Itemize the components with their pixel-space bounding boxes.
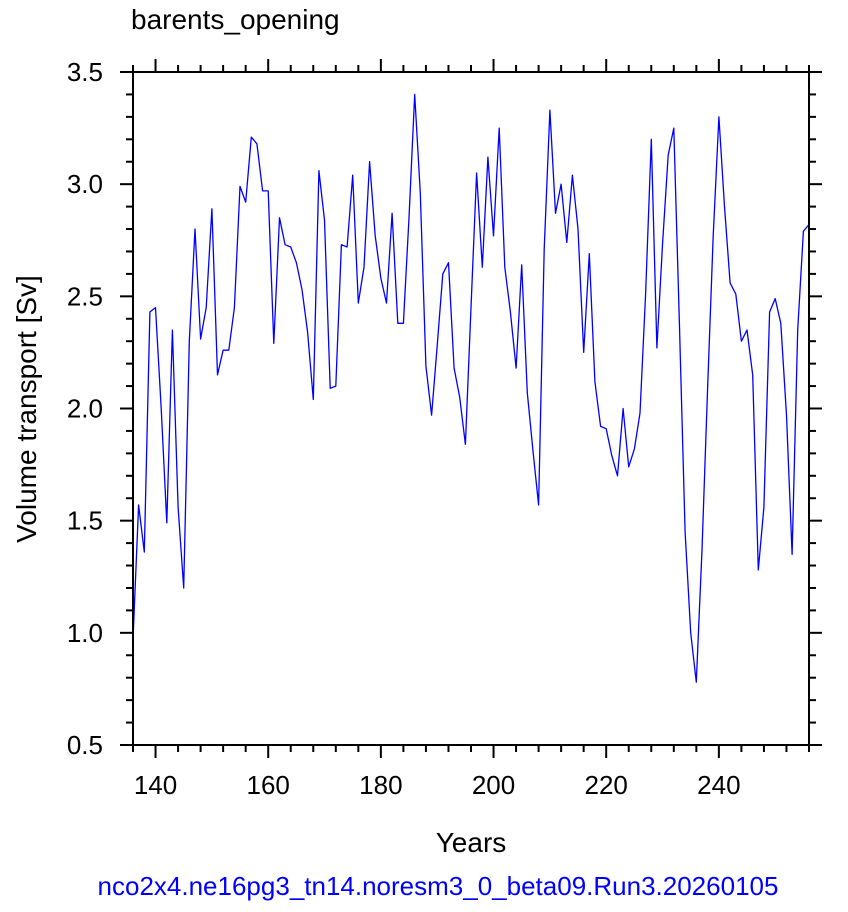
run-caption: nco2x4.ne16pg3_tn14.noresm3_0_beta09.Run…: [98, 871, 779, 901]
y-tick-label: 1.0: [67, 618, 103, 648]
x-tick-label: 160: [247, 770, 290, 800]
axis-ticks: [120, 59, 822, 758]
x-tick-label: 240: [697, 770, 740, 800]
x-tick-label: 140: [134, 770, 177, 800]
y-tick-label: 2.0: [67, 394, 103, 424]
tick-labels: 140 160 180 200 220 240 0.5 1.0 1.5 2.0 2.5 3.0 3.5: [67, 57, 741, 800]
x-tick-label: 220: [585, 770, 628, 800]
x-axis-label: Years: [436, 827, 507, 858]
y-axis-label: Volume transport [Sv]: [11, 275, 42, 543]
x-tick-label: 180: [359, 770, 402, 800]
y-tick-label: 3.0: [67, 169, 103, 199]
chart-title: barents_opening: [131, 4, 340, 35]
y-tick-label: 2.5: [67, 281, 103, 311]
y-tick-label: 1.5: [67, 506, 103, 536]
y-tick-label: 0.5: [67, 730, 103, 760]
series-line: [132, 93, 810, 683]
y-tick-label: 3.5: [67, 57, 103, 87]
x-tick-label: 200: [472, 770, 515, 800]
plot-frame: [132, 71, 810, 746]
